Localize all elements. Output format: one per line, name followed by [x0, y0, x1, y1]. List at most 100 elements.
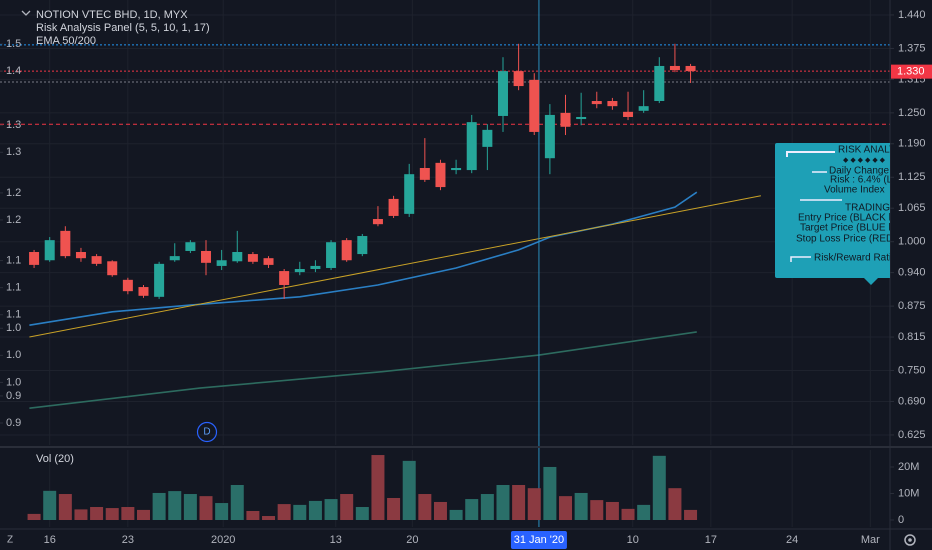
panel-line: Daily Change	[829, 166, 889, 177]
candle-body	[279, 271, 290, 285]
panel-line: Risk : 6.4% (L	[830, 175, 893, 186]
panel-stars: ◆ ◆ ◆ ◆ ◆ ◆	[843, 157, 886, 164]
volume-bar	[605, 501, 619, 520]
settings-gear-hub	[908, 538, 912, 542]
candle-body	[201, 250, 212, 263]
settings-gear[interactable]	[904, 534, 916, 546]
candle-body	[75, 252, 86, 259]
x-tick-label: 2020	[211, 534, 235, 546]
x-tick-label: 20	[406, 534, 418, 546]
volume-bar	[371, 455, 385, 520]
candle-body	[623, 111, 634, 117]
candle-body	[232, 252, 243, 262]
panel-line: TRADING PLA	[845, 203, 912, 214]
y2-tick-label: 1.3	[6, 146, 21, 158]
y2-tick-label: 1.0	[6, 349, 21, 361]
volume-bar	[262, 516, 276, 520]
volume-bar	[355, 507, 369, 520]
y2-tick-label: 1.1	[6, 309, 21, 321]
candle-body	[513, 71, 524, 87]
collapse-icon[interactable]	[21, 10, 31, 16]
corner-label[interactable]: Z	[7, 535, 13, 546]
crosshair-date-box	[510, 531, 567, 549]
candle-body	[388, 198, 399, 216]
y-tick-label: 1.000	[898, 236, 926, 248]
candle-body	[44, 240, 55, 261]
volume-bar	[168, 491, 182, 520]
volume-bar	[512, 485, 526, 520]
y2-tick-label: 1.1	[6, 282, 21, 294]
volume-tick-label: 0	[898, 514, 904, 526]
volume-bar	[449, 509, 463, 520]
volume-bar	[152, 492, 166, 520]
x-tick-label: Mar	[861, 534, 880, 546]
indicator-line	[29, 191, 698, 326]
x-tick-label: 10	[627, 534, 639, 546]
y-tick-label: 0.625	[898, 429, 926, 441]
y-tick-label: 0.690	[898, 395, 926, 407]
candle-body	[451, 168, 462, 171]
volume-bar	[527, 488, 541, 520]
volume-tick-label: 10M	[898, 487, 919, 499]
settings-icon[interactable]	[904, 534, 916, 546]
candle-body	[685, 65, 696, 72]
panel-rule	[790, 171, 842, 262]
candle-body	[576, 116, 587, 120]
volume-bar	[27, 513, 41, 520]
y-tick-label: 1.125	[898, 171, 926, 183]
candle-body	[122, 279, 133, 292]
chart-title: NOTION VTEC BHD, 1D, MYX	[36, 9, 188, 21]
candle-body	[404, 174, 415, 214]
x-tick-label: 13	[330, 534, 342, 546]
y2-tick-label: 1.0	[6, 322, 21, 334]
y-tick-label: 1.190	[898, 138, 926, 150]
volume-bar	[418, 494, 432, 520]
volume-bar	[480, 494, 494, 520]
candle-body	[482, 129, 493, 147]
y2-tick-label: 1.1	[6, 254, 21, 266]
candle-body	[466, 122, 477, 171]
y-tick-label: 0.875	[898, 300, 926, 312]
panel-background	[775, 143, 890, 278]
candle-body	[497, 71, 508, 116]
volume-bar	[246, 510, 260, 520]
candle-body	[216, 260, 227, 266]
candle-body	[544, 114, 555, 159]
event-marker[interactable]	[196, 421, 218, 443]
candle-body	[29, 252, 40, 265]
candle-body	[529, 79, 540, 132]
y-tick-label: 0.750	[898, 364, 926, 376]
volume-bar	[324, 499, 338, 520]
indicator-label: Risk Analysis Panel (5, 5, 10, 1, 17)	[36, 22, 210, 34]
y2-tick-label: 1.3	[6, 119, 21, 131]
volume-bar	[543, 466, 557, 520]
candle-body	[91, 256, 102, 264]
volume-tick-label: 20M	[898, 461, 919, 473]
y2-tick-label: 1.4	[6, 65, 21, 77]
volume-label: Vol (20)	[36, 453, 74, 465]
candle-body	[107, 261, 118, 276]
candle-body	[60, 230, 71, 257]
volume-bar	[574, 492, 588, 520]
volume-bar	[590, 500, 604, 520]
volume-bar	[121, 507, 135, 520]
candle-body	[326, 242, 337, 268]
candle-body	[419, 168, 430, 180]
y-tick-label: 1.065	[898, 202, 926, 214]
y-tick-label: 0.815	[898, 331, 926, 343]
candle-body	[294, 269, 305, 273]
plot-area	[0, 0, 890, 527]
x-tick-label: 16	[44, 534, 56, 546]
y-tick-label: 1.250	[898, 107, 926, 119]
y-tick-label: 0.940	[898, 267, 926, 279]
volume-bar	[199, 496, 213, 520]
volume-bar	[58, 494, 72, 520]
candle-body	[638, 106, 649, 111]
x-tick-label: 23	[122, 534, 134, 546]
candle-body	[435, 162, 446, 188]
y2-tick-label: 1.5	[6, 38, 21, 50]
candle-body	[607, 101, 618, 107]
volume-bar	[90, 507, 104, 520]
